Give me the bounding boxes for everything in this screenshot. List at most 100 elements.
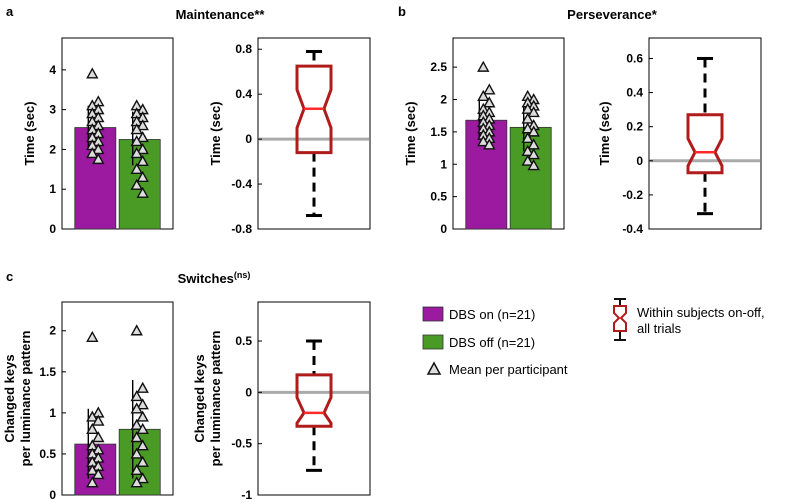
legend-label-dbs-on: DBS on (n=21) <box>449 307 535 322</box>
bar-b-series-1-point-9 <box>527 125 540 137</box>
box-a-ytick-label-1: -0.4 <box>231 177 252 191</box>
bar-c-series-1-point-11 <box>136 455 149 467</box>
legend-box-icon <box>613 298 627 341</box>
panel-a-title: Maintenance** <box>176 7 266 22</box>
bar-a-series-1-point-14 <box>130 178 143 190</box>
bar-b-series-0-point-0 <box>477 60 490 72</box>
box-a-ytick-label-2: 0 <box>245 132 252 146</box>
box-c-ylabel-line-0: Changed keys <box>192 354 207 442</box>
box-b-ytick-label-0: -0.4 <box>622 222 643 236</box>
bar-b-ylabel: Time (sec) <box>403 101 418 165</box>
box-b-box <box>686 113 724 175</box>
bar-a-series-1-point-12 <box>130 162 143 175</box>
box-b-ytick-label-3: 0.2 <box>626 120 643 134</box>
bar-b-series-1-point-13 <box>527 148 540 160</box>
box-b-ytick-label-5: 0.6 <box>626 51 643 65</box>
legend-label-box-line2: all trials <box>637 321 682 336</box>
box-c-ytick-label-3: 0.5 <box>235 334 252 348</box>
bar-c-series-1-point-5 <box>136 410 149 422</box>
panel-a-title-text: Maintenance <box>176 7 255 22</box>
bar-c-series-0-point-2 <box>86 410 99 422</box>
panel-b-bar-chart: 0 0.5 1 1.5 2 2.5 Time (sec) <box>403 37 565 236</box>
bar-c-series-0-point-4 <box>86 422 99 434</box>
bar-c-series-1-point-9 <box>136 439 149 451</box>
box-c-box <box>295 373 333 428</box>
bar-b-ytick-label-4: 2 <box>440 93 447 107</box>
bar-c-ytick-label-3: 1.5 <box>39 365 56 379</box>
box-a-ytick-label-0: -0.8 <box>231 222 252 236</box>
bar-c-series-1-point-12 <box>130 463 143 476</box>
box-a-ytick-label-4: 0.8 <box>235 42 252 56</box>
bar-c-series-0-point-0 <box>86 330 99 343</box>
panel-label-a: a <box>6 4 14 19</box>
panel-a-bar-chart: 0 1 2 3 4 Time (sec) <box>22 37 174 236</box>
box-a-ytick-label-3: 0.4 <box>235 87 252 101</box>
box-b-ytick-label-4: 0.4 <box>626 86 643 100</box>
panel-a-title-suffix: ** <box>254 7 265 22</box>
panel-b-title-text: Perseverance <box>567 7 652 22</box>
bar-b-series-1-point-10 <box>521 131 534 144</box>
bar-b-ytick-label-0: 0 <box>440 222 447 236</box>
bar-b-series-0-point-15 <box>483 138 496 150</box>
bar-b-ytick-label-1: 0.5 <box>430 190 447 204</box>
box-c-ytick-label-0: -1 <box>241 488 252 502</box>
bar-c-series-1-point-2 <box>130 390 143 402</box>
bar-c-ylabel-line-0: Changed keys <box>2 354 17 442</box>
bar-c-series-0-point-14 <box>86 476 99 488</box>
panel-c-bar-chart: 0 0.5 1 1.5 2 Changed keys per luminance patte… <box>2 301 174 502</box>
legend: DBS on (n=21) DBS off (n=21) Mean per pa… <box>422 298 765 377</box>
bar-c-series-1-point-7 <box>136 422 149 434</box>
bar-b-series-0-point-14 <box>477 135 490 147</box>
legend-swatch-dbs-on <box>422 306 444 322</box>
bar-a-ylabel: Time (sec) <box>22 101 37 165</box>
bar-c-series-1-point-1 <box>136 381 149 393</box>
bar-a-ytick-label-0: 0 <box>49 222 56 236</box>
box-c-ylabel-line-1: per luminance pattern <box>208 331 223 467</box>
legend-label-box-line1: Within subjects on-off, <box>637 305 765 320</box>
bar-b-series-1-point-5 <box>527 106 540 118</box>
bar-c-ytick-label-0: 0 <box>49 488 56 502</box>
bar-a-ytick-label-3: 3 <box>49 103 56 117</box>
bar-a-series-0-point-14 <box>86 146 99 159</box>
bar-c-series-1-point-14 <box>130 476 143 488</box>
bar-a-series-1-point-9 <box>136 142 149 155</box>
bar-a-series-1-point-7 <box>136 131 149 143</box>
bar-a-series-1-point-13 <box>136 170 149 182</box>
panel-c-title-text: Switches <box>178 271 234 286</box>
bar-c-series-1-point-10 <box>130 447 143 459</box>
box-a-box <box>295 64 333 155</box>
bar-b-series-1-point-14 <box>521 154 534 166</box>
bar-b-series-0-point-2 <box>477 89 490 101</box>
bar-c-series-1-point-8 <box>130 431 143 443</box>
box-b-ytick-label-2: 0 <box>636 154 643 168</box>
bar-c-series-0-point-3 <box>92 414 105 426</box>
panel-a-box-chart: -0.8 -0.4 0 0.4 0.8 Time (sec) <box>208 37 371 236</box>
bar-a-series-0-point-15 <box>92 152 105 165</box>
bar-a-series-1-point-15 <box>136 186 149 198</box>
legend-label-dbs-off: DBS off (n=21) <box>449 335 535 350</box>
bar-a-ytick-label-1: 1 <box>49 182 56 196</box>
box-c-ytick-label-1: -0.5 <box>231 437 252 451</box>
legend-swatch-dbs-off <box>422 334 444 350</box>
bar-b-ytick-label-3: 1.5 <box>430 125 447 139</box>
bar-c-series-0-point-5 <box>92 431 105 443</box>
bar-a-series-1-point-10 <box>130 146 143 159</box>
bar-a-series-1-point-5 <box>136 119 149 131</box>
bar-c-series-0-point-13 <box>92 468 105 480</box>
bar-b-ytick-label-5: 2.5 <box>430 60 447 74</box>
panel-b-box-chart: -0.4 -0.2 0 0.2 0.4 0.6 Time (sec) <box>597 37 762 236</box>
bar-b-series-0-point-1 <box>483 83 496 95</box>
panel-c-title: Switches(ns) <box>178 270 251 286</box>
bar-c-series-1-point-4 <box>130 402 143 414</box>
panel-c-title-suffix: (ns) <box>234 270 251 280</box>
bar-c-ylabel-line-1: per luminance pattern <box>18 331 33 467</box>
bar-a-series-1-point-8 <box>130 135 143 147</box>
panel-label-b: b <box>398 4 406 19</box>
bar-c-series-1-point-6 <box>130 418 143 430</box>
legend-triangle-icon <box>426 361 442 375</box>
legend-label-mean: Mean per participant <box>449 362 568 377</box>
bar-a-ytick-label-4: 4 <box>49 63 56 77</box>
bar-b-ytick-label-2: 1 <box>440 157 447 171</box>
box-c-axes-frame <box>257 301 371 496</box>
